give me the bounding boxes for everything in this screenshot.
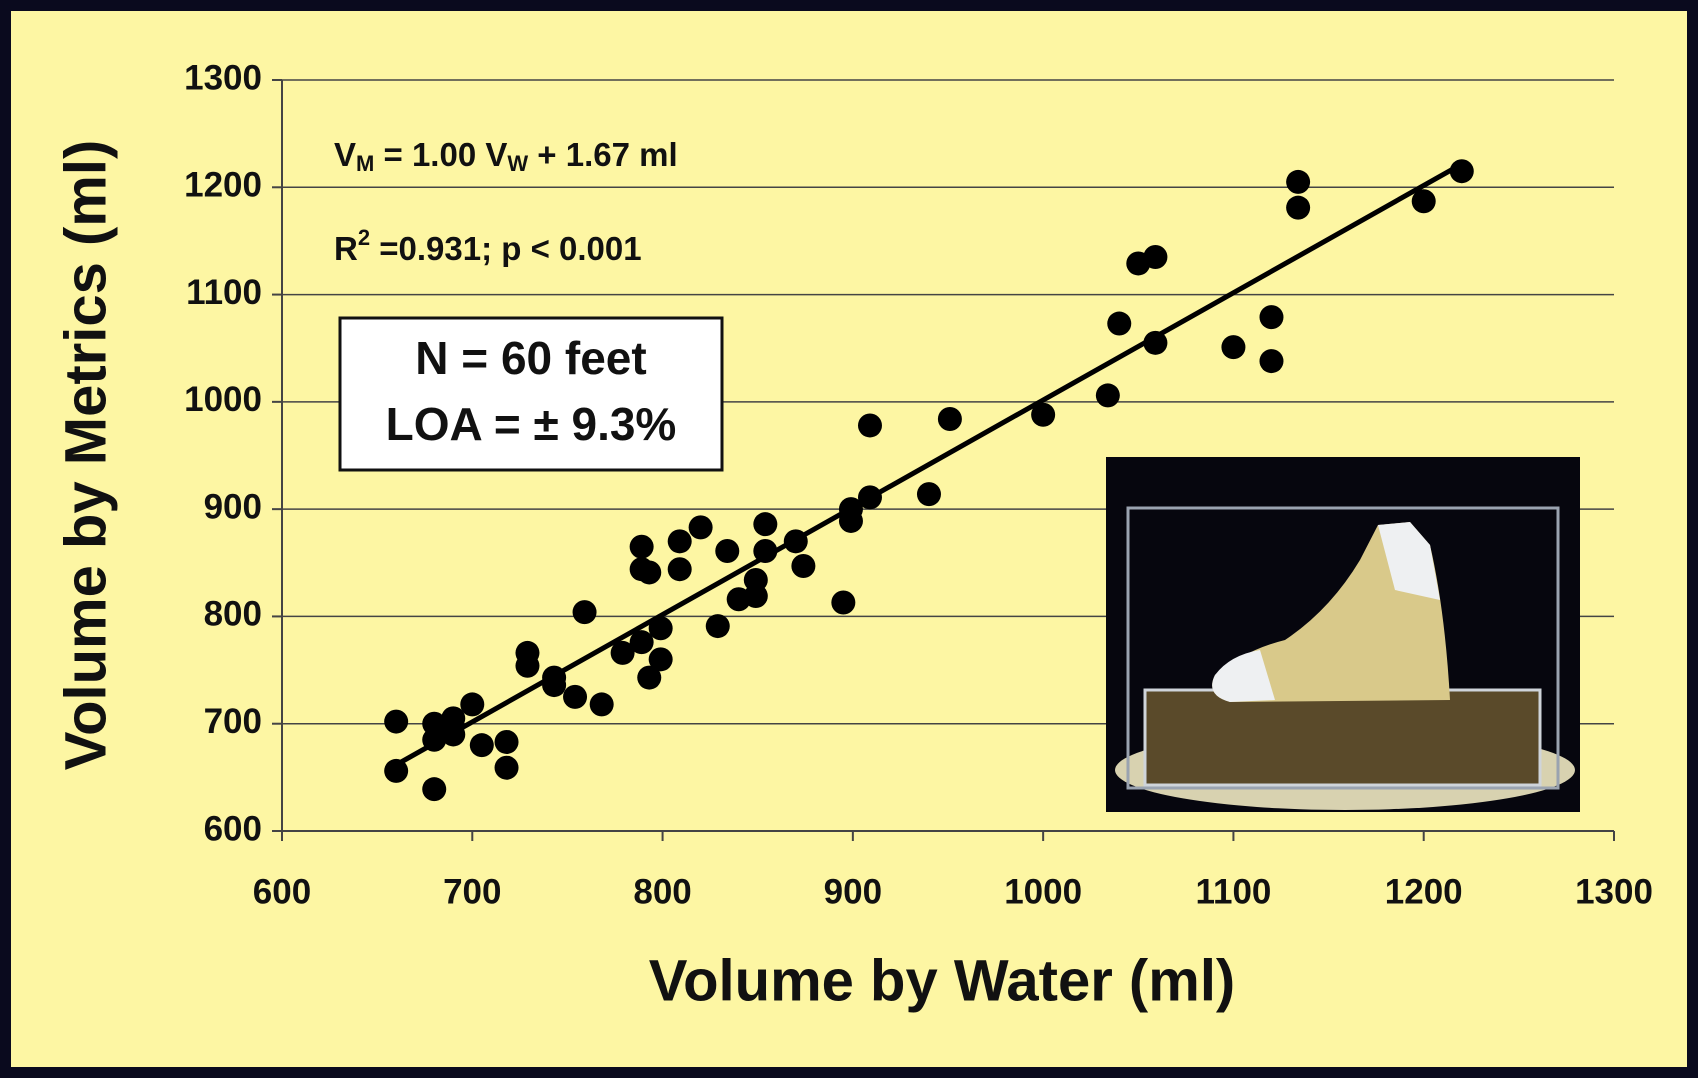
point bbox=[563, 685, 587, 709]
point bbox=[706, 614, 730, 638]
x-tick-label: 1100 bbox=[1195, 872, 1271, 911]
box-line: LOA = ± 9.3% bbox=[386, 398, 677, 450]
point bbox=[1143, 245, 1167, 269]
photo bbox=[1106, 457, 1580, 812]
point bbox=[495, 730, 519, 754]
point bbox=[1259, 349, 1283, 373]
point bbox=[668, 557, 692, 581]
point bbox=[470, 733, 494, 757]
point bbox=[1286, 170, 1310, 194]
equation-sub: W bbox=[507, 151, 528, 176]
r-squared-sup: 2 bbox=[358, 225, 370, 250]
x-axis-title: Volume by Water (ml) bbox=[649, 948, 1236, 1013]
point bbox=[637, 560, 661, 584]
chart: Volume by Water (ml) Volume by Metrics (… bbox=[0, 0, 1698, 1078]
point bbox=[384, 710, 408, 734]
r-squared-part: R bbox=[334, 230, 358, 267]
point bbox=[938, 407, 962, 431]
point bbox=[689, 515, 713, 539]
point bbox=[573, 600, 597, 624]
point bbox=[495, 756, 519, 780]
point bbox=[791, 554, 815, 578]
point bbox=[422, 777, 446, 801]
y-tick-label: 1000 bbox=[184, 380, 262, 419]
y-tick-label: 1100 bbox=[186, 273, 262, 312]
point bbox=[668, 529, 692, 553]
y-tick-label: 700 bbox=[204, 702, 262, 741]
x-tick-label: 800 bbox=[633, 872, 691, 911]
equation-part: + 1.67 ml bbox=[528, 136, 678, 173]
point bbox=[831, 590, 855, 614]
point bbox=[744, 584, 768, 608]
point bbox=[753, 512, 777, 536]
point bbox=[1259, 305, 1283, 329]
x-tick-label: 700 bbox=[443, 872, 501, 911]
x-tick-label: 900 bbox=[824, 872, 882, 911]
point bbox=[630, 535, 654, 559]
point bbox=[649, 647, 673, 671]
y-tick-label: 800 bbox=[204, 595, 262, 634]
box-line: N = 60 feet bbox=[415, 332, 646, 384]
y-tick-label: 600 bbox=[204, 809, 262, 848]
point bbox=[1107, 312, 1131, 336]
equation-sub: M bbox=[356, 151, 374, 176]
y-tick-label: 900 bbox=[204, 487, 262, 526]
point bbox=[590, 692, 614, 716]
equation-part: V bbox=[334, 136, 356, 173]
point bbox=[715, 539, 739, 563]
equation-part: = 1.00 V bbox=[374, 136, 507, 173]
x-tick-label: 1000 bbox=[1004, 872, 1082, 911]
r-squared: R2 =0.931; p < 0.001 bbox=[334, 225, 642, 267]
point bbox=[515, 654, 539, 678]
y-tick-label: 1300 bbox=[184, 58, 262, 97]
x-tick-label: 1200 bbox=[1385, 872, 1463, 911]
equation: VM = 1.00 VW + 1.67 ml bbox=[334, 136, 678, 176]
y-axis-title: Volume by Metrics (ml) bbox=[53, 140, 118, 771]
r-squared-part: =0.931; p < 0.001 bbox=[370, 230, 642, 267]
point bbox=[1221, 335, 1245, 359]
x-tick-label: 600 bbox=[253, 872, 311, 911]
point bbox=[1096, 383, 1120, 407]
point bbox=[1286, 196, 1310, 220]
point bbox=[460, 692, 484, 716]
y-tick-label: 1200 bbox=[184, 166, 262, 205]
x-tick-label: 1300 bbox=[1575, 872, 1653, 911]
point bbox=[917, 482, 941, 506]
point bbox=[858, 413, 882, 437]
